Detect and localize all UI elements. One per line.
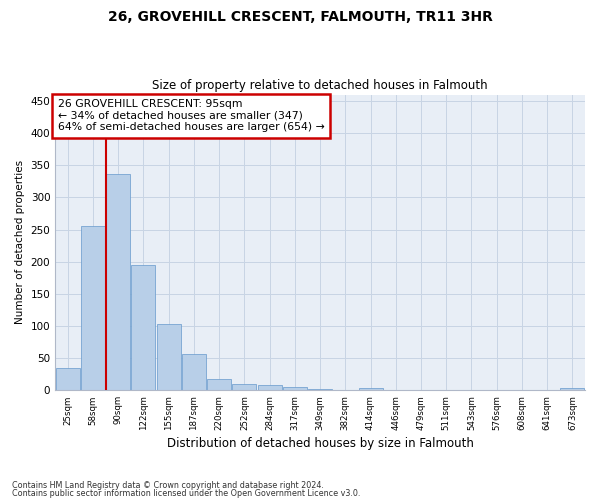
Bar [308, 389, 332, 390]
Bar [560, 388, 584, 390]
X-axis label: Distribution of detached houses by size in Falmouth: Distribution of detached houses by size … [167, 437, 473, 450]
Bar [359, 388, 383, 390]
Text: Contains HM Land Registry data © Crown copyright and database right 2024.: Contains HM Land Registry data © Crown c… [12, 481, 324, 490]
Bar [81, 226, 105, 390]
Bar [131, 265, 155, 390]
Bar [257, 385, 281, 390]
Bar [232, 384, 256, 390]
Text: 26 GROVEHILL CRESCENT: 95sqm
← 34% of detached houses are smaller (347)
64% of s: 26 GROVEHILL CRESCENT: 95sqm ← 34% of de… [58, 99, 325, 132]
Text: 26, GROVEHILL CRESCENT, FALMOUTH, TR11 3HR: 26, GROVEHILL CRESCENT, FALMOUTH, TR11 3… [107, 10, 493, 24]
Bar [106, 174, 130, 390]
Bar [283, 387, 307, 390]
Y-axis label: Number of detached properties: Number of detached properties [15, 160, 25, 324]
Text: Contains public sector information licensed under the Open Government Licence v3: Contains public sector information licen… [12, 488, 361, 498]
Bar [207, 378, 231, 390]
Title: Size of property relative to detached houses in Falmouth: Size of property relative to detached ho… [152, 79, 488, 92]
Bar [56, 368, 80, 390]
Bar [157, 324, 181, 390]
Bar [182, 354, 206, 391]
